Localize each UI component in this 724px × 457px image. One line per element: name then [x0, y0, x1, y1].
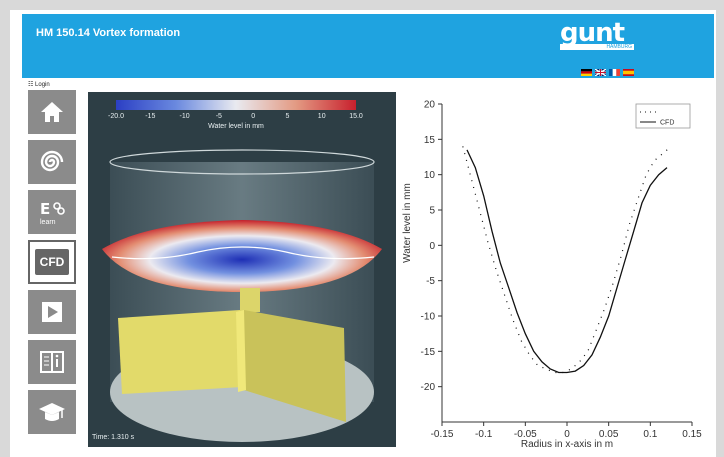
elearning-icon: E learn — [40, 200, 65, 226]
colorbar-tick: -20.0 — [108, 113, 124, 120]
colorbar — [116, 100, 356, 110]
impeller-blade-front — [236, 310, 246, 392]
legend-label-cfd: CFD — [660, 120, 674, 127]
gunt-logo: gunt HAMBURG — [560, 20, 634, 60]
language-selector — [581, 69, 634, 76]
sidebar-item-education[interactable] — [28, 390, 76, 434]
french-flag-icon[interactable] — [609, 69, 620, 76]
x-tick-label: -0.05 — [514, 429, 537, 440]
water-surface-contour — [111, 246, 375, 260]
colorbar-label: Water level in mm — [208, 123, 264, 130]
sidebar-item-cfd[interactable]: CFD — [28, 240, 76, 284]
impeller-blade-right — [244, 310, 346, 422]
y-tick-label: -15 — [421, 347, 436, 358]
y-tick-label: 5 — [429, 206, 435, 217]
tank-top-rim — [109, 149, 375, 175]
svg-text:E: E — [40, 200, 50, 218]
x-tick-label: 0.1 — [643, 429, 657, 440]
legend-box — [635, 103, 691, 129]
colorbar-tick: 5 — [285, 113, 290, 120]
elearning-label: learn — [40, 219, 56, 226]
y-tick-label: 20 — [424, 100, 436, 111]
x-tick-label: -0.15 — [431, 429, 454, 440]
series-line-measured — [462, 145, 672, 374]
impeller-blade-left — [118, 310, 242, 394]
vortex-render — [102, 149, 382, 442]
colorbar-tick: 10 — [317, 113, 326, 120]
y-tick-label: 10 — [424, 170, 436, 181]
x-axis-label: Radius in x-axis in m — [521, 439, 613, 447]
uk-flag-icon[interactable] — [595, 69, 606, 76]
login-label: Login — [35, 82, 50, 88]
app-title: HM 150.14 Vortex formation — [36, 27, 181, 39]
simulation-time: Time: 1.310 s — [92, 434, 135, 441]
sidebar-item-vortex[interactable] — [28, 140, 76, 184]
x-tick-label: 0.05 — [599, 429, 619, 440]
sidebar-item-elearning[interactable]: E learn — [28, 190, 76, 234]
german-flag-icon[interactable] — [581, 69, 592, 76]
colorbar-tick: 15.0 — [349, 113, 363, 120]
chart-svg: 20 15 10 5 0 -5 -10 -15 -20 -0.15 -0.1 -0.05 0 0.05 0.… — [402, 100, 702, 451]
book-icon — [40, 351, 64, 373]
y-tick-label: 15 — [424, 135, 436, 146]
sidebar-item-play[interactable] — [28, 290, 76, 334]
y-tick-label: 0 — [429, 241, 435, 252]
logo-subtitle: HAMBURG — [606, 44, 632, 50]
sidebar-item-manual[interactable] — [28, 340, 76, 384]
impeller-shaft — [240, 288, 260, 312]
home-icon — [41, 102, 63, 122]
water-level-chart: 20 15 10 5 0 -5 -10 -15 -20 -0.15 -0.1 -0.05 0 0.05 0.… — [398, 92, 704, 451]
colorbar-tick: -10 — [179, 113, 190, 120]
sidebar-item-home[interactable] — [28, 90, 76, 134]
logo-text: gunt — [560, 18, 625, 48]
colorbar-tick: 0 — [251, 113, 256, 120]
y-tick-label: -5 — [426, 276, 435, 287]
colorbar-tick: -5 — [215, 113, 222, 120]
spiral-icon — [40, 150, 64, 172]
x-tick-label: 0 — [564, 429, 570, 440]
y-tick-label: -10 — [421, 312, 436, 323]
cfd-icon: CFD — [34, 249, 70, 275]
water-surface — [102, 220, 382, 292]
x-tick-label: 0.15 — [682, 429, 702, 440]
sidebar: ☷ Login E learn CFD — [28, 80, 78, 450]
graduation-cap-icon — [39, 403, 65, 421]
y-axis-label: Water level in mm — [402, 183, 413, 263]
series-line-cfd — [466, 149, 668, 374]
logo-subtitle-bar: HAMBURG — [560, 44, 634, 50]
play-icon — [42, 302, 62, 322]
header-bar: HM 150.14 Vortex formation gunt HAMBURG — [22, 14, 714, 78]
y-tick-label: -20 — [421, 382, 436, 393]
cfd-simulation-view: -20.0 -15 -10 -5 0 5 10 15.0 Water level in mm … — [88, 92, 396, 447]
colorbar-tick: -15 — [145, 113, 156, 120]
login-link[interactable]: ☷ Login — [28, 80, 78, 90]
login-icon: ☷ — [28, 82, 36, 88]
x-tick-label: -0.1 — [475, 429, 493, 440]
spanish-flag-icon[interactable] — [623, 69, 634, 76]
